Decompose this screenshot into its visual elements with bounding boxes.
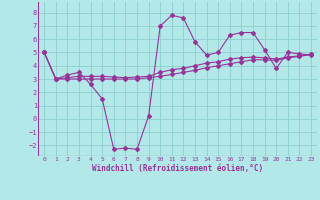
X-axis label: Windchill (Refroidissement éolien,°C): Windchill (Refroidissement éolien,°C): [92, 164, 263, 173]
